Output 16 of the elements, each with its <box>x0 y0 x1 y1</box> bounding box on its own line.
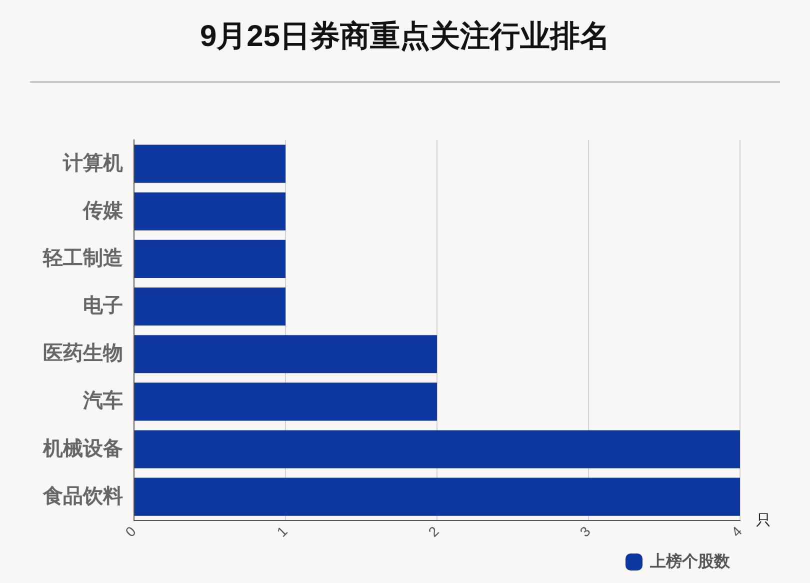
y-tick-label: 汽车 <box>82 389 123 412</box>
y-tick-label: 电子 <box>83 295 123 318</box>
y-tick-label: 计算机 <box>62 152 123 174</box>
chart-title: 9月25日券商重点关注行业排名 <box>198 19 612 55</box>
y-tick-label: 机械设备 <box>42 438 123 460</box>
x-tick-label: 1 <box>274 522 290 540</box>
y-tick-label: 食品饮料 <box>42 485 123 508</box>
x-tick-label: 4 <box>728 522 745 540</box>
x-axis-title: 只 <box>756 512 771 529</box>
y-tick-label: 传媒 <box>82 200 124 222</box>
x-tick-label: 0 <box>122 522 139 540</box>
y-tick-label: 轻工制造 <box>42 247 123 270</box>
legend-label: 上榜个股数 <box>649 552 731 570</box>
x-tick-label: 2 <box>425 522 442 540</box>
y-tick-label: 医药生物 <box>43 342 123 365</box>
x-tick-label: 3 <box>576 522 594 540</box>
